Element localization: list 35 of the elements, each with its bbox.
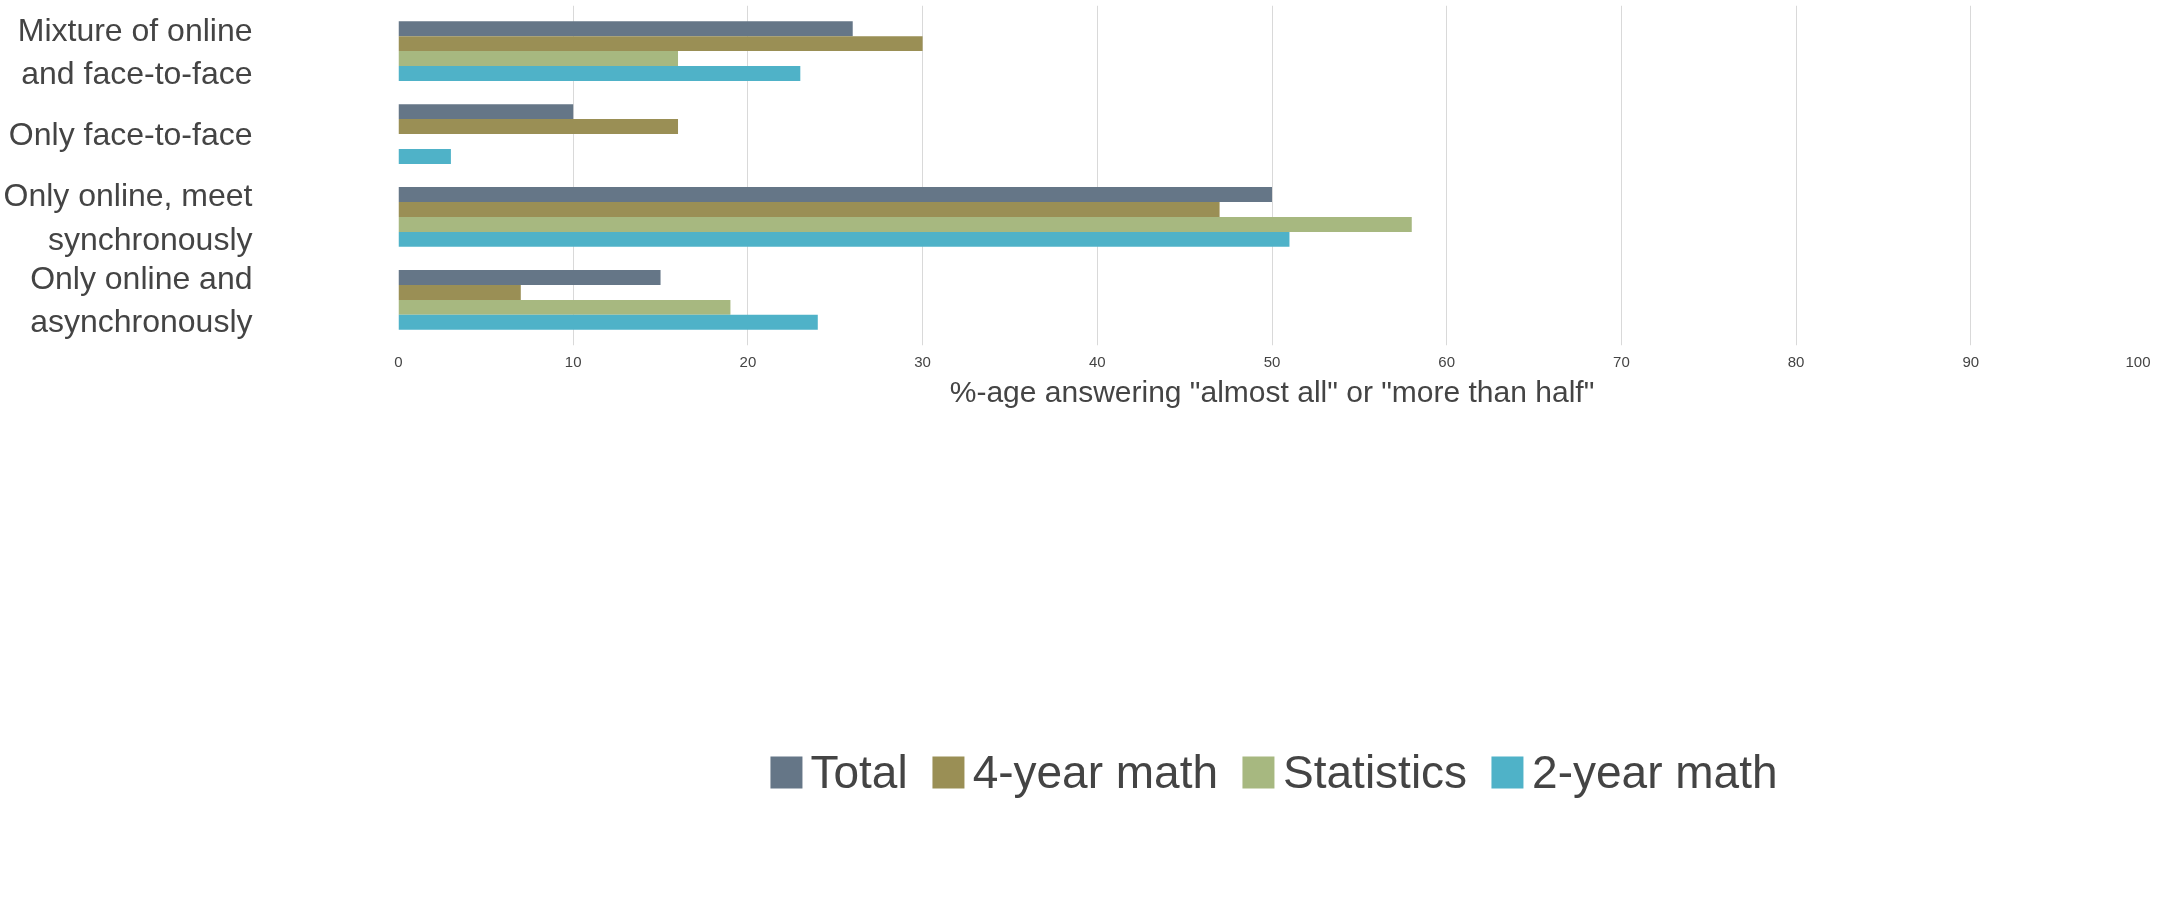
bar (398, 202, 1220, 217)
x-tick-label: 70 (1613, 352, 1630, 370)
bar (398, 21, 853, 37)
bar (398, 187, 1272, 203)
x-tick-label: 40 (1088, 352, 1106, 370)
bar (398, 299, 731, 315)
x-tick-label: 30 (914, 352, 931, 370)
bar (398, 104, 574, 120)
y-tick-label: Only face-to-face (8, 116, 253, 153)
x-tick-label: 50 (1263, 352, 1281, 370)
x-tick-label: 20 (739, 352, 757, 370)
x-tick-label: 100 (2125, 352, 2151, 370)
x-tick-label: 60 (1438, 352, 1456, 370)
y-tick-label: Mixture of online and face-to-face (17, 11, 253, 91)
bar (398, 36, 923, 52)
legend-label: Total (810, 744, 908, 799)
bar (398, 231, 1290, 247)
bar (398, 148, 451, 164)
bar (398, 66, 801, 81)
legend-label: 4-year math (972, 744, 1219, 799)
x-tick-label: 10 (564, 352, 582, 370)
x-tick-label: 90 (1962, 352, 1980, 370)
bar (398, 51, 679, 67)
y-tick-label: Only online and asynchronously (30, 260, 253, 340)
y-tick-label: Only online, meet synchronously (3, 177, 253, 257)
bar (398, 216, 1412, 232)
bar (398, 284, 521, 300)
bar (398, 119, 679, 135)
bar (398, 270, 661, 285)
x-tick-label: 0 (394, 352, 403, 370)
bar (398, 314, 818, 330)
x-tick-label: 80 (1787, 352, 1805, 370)
legend-label: Statistics (1283, 744, 1468, 799)
x-axis-title: %-age answering "almost all" or "more than half" (949, 374, 1595, 408)
legend-label: 2-year math (1532, 744, 1778, 799)
